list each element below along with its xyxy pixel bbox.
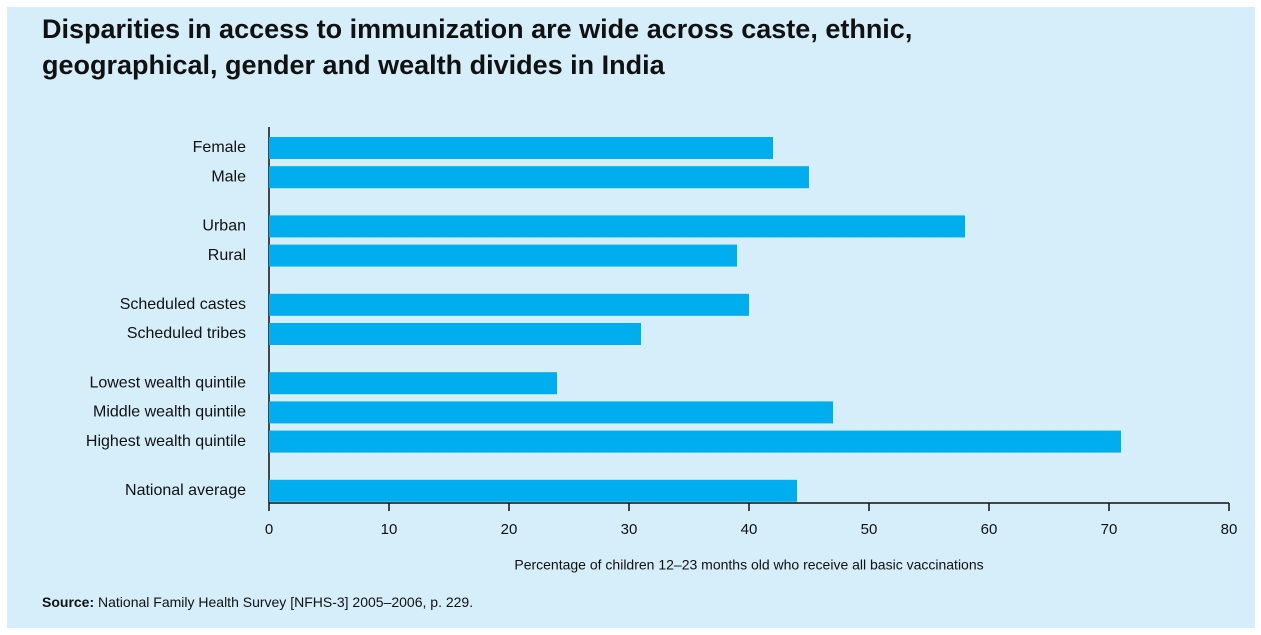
x-axis-label: Percentage of children 12–23 months old … (514, 557, 983, 573)
bar (269, 323, 641, 345)
y-tick-label: Scheduled tribes (127, 325, 246, 342)
y-tick-label: Highest wealth quintile (86, 433, 246, 450)
x-tick-label: 40 (741, 521, 758, 538)
chart-title: Disparities in access to immunization ar… (42, 14, 913, 80)
bar (269, 430, 1121, 453)
bar (269, 215, 965, 238)
bar (269, 372, 557, 395)
bar (269, 166, 809, 189)
y-tick-label: National average (125, 482, 246, 499)
x-tick-label: 30 (621, 521, 638, 538)
x-tick-label: 0 (265, 521, 273, 538)
source-note: Source: National Family Health Survey [N… (42, 594, 473, 610)
source-text: National Family Health Survey [NFHS-3] 2… (98, 594, 474, 610)
source-label: Source: (42, 594, 95, 610)
x-tick-label: 50 (861, 521, 878, 538)
bar (269, 137, 773, 159)
bar (269, 401, 833, 424)
x-tick-label: 20 (501, 521, 518, 538)
bar (269, 479, 797, 502)
y-tick-label: Rural (208, 247, 246, 264)
x-tick-label: 10 (381, 521, 398, 538)
y-tick-label: Middle wealth quintile (93, 404, 246, 421)
chart-panel: Disparities in access to immunization ar… (7, 7, 1255, 628)
y-tick-label: Urban (202, 218, 246, 235)
y-tick-label: Lowest wealth quintile (89, 374, 246, 391)
x-tick-label: 80 (1221, 521, 1238, 538)
bar (269, 244, 737, 267)
y-tick-label: Female (193, 139, 246, 156)
x-tick-label: 60 (981, 521, 998, 538)
y-tick-label: Scheduled castes (120, 296, 246, 313)
y-tick-label: Male (211, 168, 246, 185)
bar (269, 293, 749, 316)
x-tick-label: 70 (1101, 521, 1118, 538)
